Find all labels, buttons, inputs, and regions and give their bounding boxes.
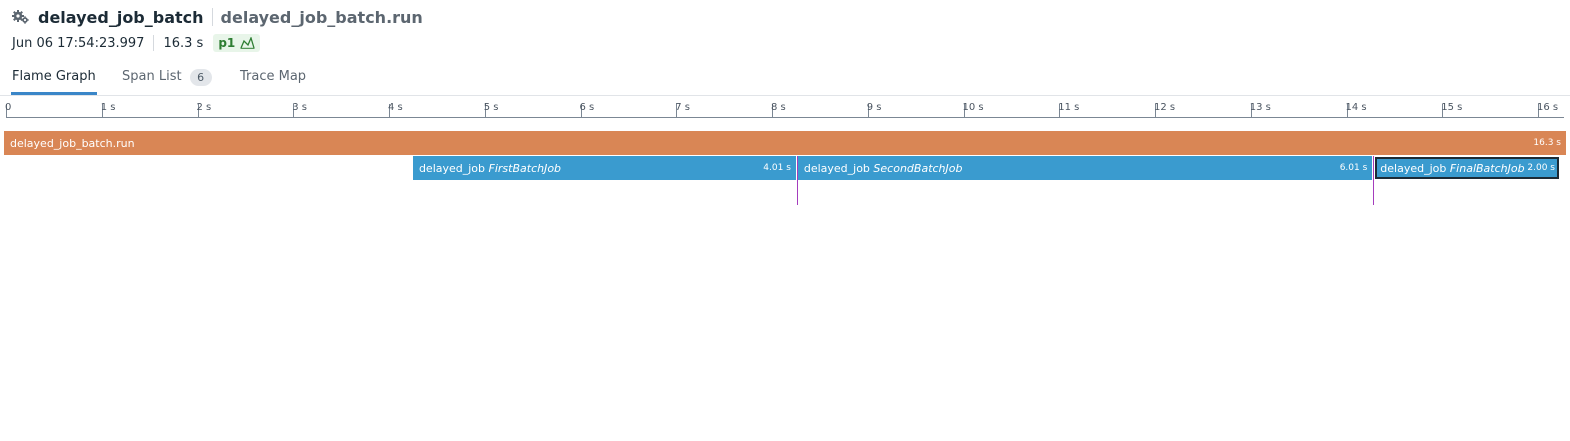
tick-label: 12 s <box>1154 102 1176 113</box>
tick-label: 5 s <box>483 102 499 113</box>
trace-timestamp: Jun 06 17:54:23.997 <box>12 35 145 51</box>
tick-label: 4 s <box>388 102 403 113</box>
tick-line <box>963 104 965 118</box>
span-label: delayed_job FirstBatchJob <box>413 162 561 175</box>
span-service: delayed_job <box>418 161 486 175</box>
trace-duration: 16.3 s <box>163 35 204 51</box>
tick-line <box>197 104 199 118</box>
tick-label: 3 s <box>292 102 308 113</box>
tick-line <box>6 104 7 118</box>
span-service: delayed_job <box>803 161 870 175</box>
tick-line <box>676 104 678 118</box>
tab-label: Span List <box>122 69 182 84</box>
span-link-marker <box>796 156 798 205</box>
tick-line <box>1538 104 1539 118</box>
span-resource: FinalBatchJob <box>1449 161 1525 175</box>
span-link-marker <box>1373 156 1375 205</box>
priority-label: p1 <box>218 36 236 50</box>
span-label: delayed_job_batch.run <box>4 137 135 150</box>
view-tabs: Flame Graph Span List 6 Trace Map <box>0 60 1570 96</box>
tick-label: 15 s <box>1441 102 1463 113</box>
tick-label: 14 s <box>1345 102 1367 113</box>
tick-line <box>293 104 295 118</box>
tick-line <box>580 104 582 118</box>
tab-label: Flame Graph <box>12 69 96 84</box>
span-duration: 2.00 s <box>1527 163 1555 173</box>
tab-trace-map[interactable]: Trace Map <box>240 69 306 95</box>
tick-label: 16 s <box>1537 102 1559 113</box>
tick-label: 8 s <box>771 102 786 113</box>
tick-label: 0 <box>5 102 12 113</box>
ruler-axis-line <box>6 117 1564 118</box>
trace-meta: Jun 06 17:54:23.997 16.3 s p1 <box>12 33 261 53</box>
tick-label: 13 s <box>1249 102 1271 113</box>
tick-label: 7 s <box>675 102 691 113</box>
tick-label: 1 s <box>100 102 116 113</box>
trend-chart-icon <box>240 37 255 49</box>
tick-label: 10 s <box>962 102 984 113</box>
gears-icon <box>12 8 30 26</box>
span-resource: SecondBatchJob <box>873 161 963 175</box>
span-duration: 4.01 s <box>763 163 791 173</box>
span-label: delayed_job FinalBatchJob <box>1374 162 1524 175</box>
tick-label: 11 s <box>1058 102 1080 113</box>
tab-label: Trace Map <box>240 69 307 84</box>
priority-badge[interactable]: p1 <box>213 34 261 52</box>
tick-line <box>101 104 103 118</box>
header-divider <box>211 8 213 26</box>
tick-line <box>1346 104 1348 118</box>
tick-line <box>1059 104 1061 118</box>
span-resource: FirstBatchJob <box>488 161 562 175</box>
tick-line <box>1250 104 1252 118</box>
span-count-badge: 6 <box>189 69 212 86</box>
tick-line <box>484 104 486 118</box>
tick-line <box>1155 104 1156 118</box>
span-duration: 16.3 s <box>1533 138 1561 148</box>
tick-line <box>867 104 869 118</box>
tick-label: 6 s <box>579 102 595 113</box>
span-service: delayed_job <box>1380 161 1447 175</box>
time-ruler: 0 1 s 2 s 3 s 4 s 5 s 6 s 7 s 8 s 9 s 10 s 11 s 12 s… <box>0 100 1570 120</box>
tick-line <box>772 104 773 118</box>
tab-span-list[interactable]: Span List 6 <box>122 69 212 95</box>
tick-label: 2 s <box>196 102 212 113</box>
span-bar[interactable]: delayed_job SecondBatchJob 6.01 s <box>797 156 1373 180</box>
service-name[interactable]: delayed_job_batch <box>38 7 204 27</box>
tick-line <box>1442 104 1444 118</box>
tab-flame-graph[interactable]: Flame Graph <box>11 69 97 95</box>
span-label: delayed_job SecondBatchJob <box>798 162 963 175</box>
span-bar[interactable]: delayed_job FinalBatchJob 2.00 s <box>1374 156 1560 180</box>
root-span-bar[interactable]: delayed_job_batch.run 16.3 s <box>4 131 1566 155</box>
meta-divider <box>153 35 155 51</box>
operation-name[interactable]: delayed_job_batch.run <box>220 7 423 27</box>
tick-line <box>389 104 390 118</box>
tick-label: 9 s <box>866 102 882 113</box>
span-bar[interactable]: delayed_job FirstBatchJob 4.01 s <box>412 156 796 180</box>
span-service: delayed_job_batch.run <box>10 136 135 150</box>
trace-header: delayed_job_batch delayed_job_batch.run <box>12 6 423 28</box>
span-duration: 6.01 s <box>1339 163 1368 173</box>
